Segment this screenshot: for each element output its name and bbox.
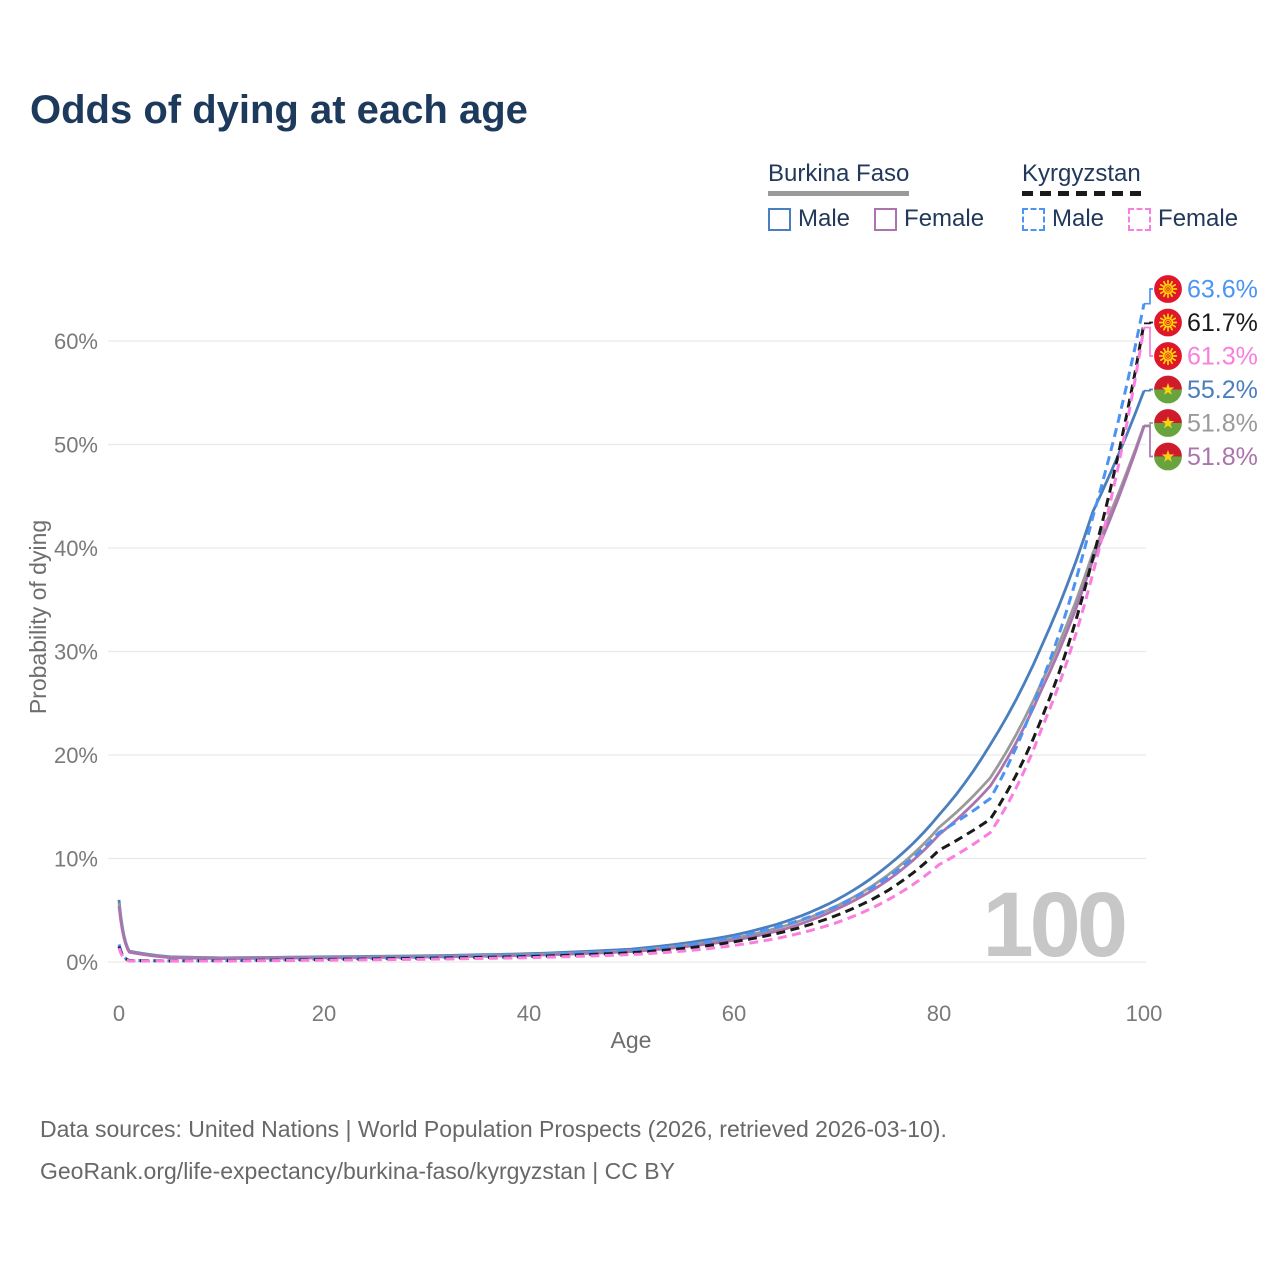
end-label-connector-4	[1144, 422, 1154, 427]
y-tick-20: 20%	[54, 743, 98, 768]
legend-swatch-bf-female[interactable]	[874, 207, 898, 231]
end-label-value-0: 63.6%	[1187, 276, 1258, 304]
end-label-connector-0	[1144, 288, 1154, 305]
legend-label-kg-female[interactable]: Female	[1158, 205, 1239, 232]
grid-layer	[108, 340, 1146, 963]
flag-icon-burkina-faso	[1152, 407, 1184, 439]
chart-title: Odds of dying at each age	[30, 88, 528, 132]
y-tick-0: 0%	[66, 950, 98, 975]
x-tick-0: 0	[113, 1001, 125, 1026]
end-label-value-5: 51.8%	[1187, 443, 1258, 471]
y-tick-50: 50%	[54, 433, 98, 458]
legend-line-sample-solid	[768, 191, 910, 196]
flag-icon-kyrgyzstan	[1152, 307, 1184, 338]
footer: Data sources: United Nations | World Pop…	[40, 1108, 947, 1192]
end-label-value-2: 61.3%	[1187, 343, 1258, 371]
series-burkina-faso-female	[117, 425, 1146, 960]
end-label-connector-5	[1144, 425, 1154, 458]
tick-layer: 0% 10% 20% 30% 40% 50% 60% 0 20 40 60 80 100	[54, 329, 1162, 1026]
end-label-value-1: 61.7%	[1187, 309, 1258, 337]
series-kyrgyzstan-female	[117, 327, 1146, 963]
legend-group-kyrgyzstan: Kyrgyzstan Male Female	[1022, 160, 1262, 233]
legend-swatch-bf-male[interactable]	[768, 207, 791, 231]
legend-swatch-kg-male[interactable]	[1022, 207, 1045, 231]
x-tick-100: 100	[1126, 1001, 1163, 1026]
end-label-connector-3	[1144, 388, 1154, 392]
y-tick-10: 10%	[54, 847, 98, 872]
end-label-layer: 63.6% 61.7% 61.3% 55.2% 51.8% 51.8%	[1144, 273, 1258, 472]
x-tick-40: 40	[517, 1001, 541, 1026]
x-tick-60: 60	[722, 1001, 746, 1026]
end-label-connector-1	[1144, 321, 1154, 325]
y-tick-30: 30%	[54, 640, 98, 665]
flag-icon-kyrgyzstan	[1152, 273, 1184, 305]
series-kyrgyzstan-male	[117, 303, 1146, 963]
x-tick-80: 80	[927, 1001, 951, 1026]
legend-country-label-kyrgyzstan: Kyrgyzstan	[1022, 160, 1141, 187]
legend-country-header[interactable]: Kyrgyzstan	[1022, 160, 1141, 196]
flag-icon-burkina-faso	[1152, 374, 1184, 405]
legend-label-kg-male[interactable]: Male	[1052, 205, 1105, 232]
legend-line-sample-dashed	[1022, 191, 1141, 196]
series-layer	[117, 303, 1146, 963]
end-label-value-3: 55.2%	[1187, 376, 1258, 404]
end-label-connector-2	[1144, 326, 1154, 357]
legend-group-burkina-faso: Burkina Faso Male Female	[768, 160, 1008, 233]
legend-country-label-burkina-faso: Burkina Faso	[768, 160, 910, 187]
y-axis-title: Probability of dying	[25, 520, 51, 714]
x-tick-20: 20	[312, 1001, 336, 1026]
legend-label-bf-female[interactable]: Female	[904, 205, 985, 232]
series-kyrgyzstan-both	[117, 323, 1146, 963]
x-axis-title: Age	[611, 1027, 652, 1053]
legend-swatch-kg-female[interactable]	[1128, 207, 1152, 231]
footer-source-url: GeoRank.org/life-expectancy/burkina-faso…	[40, 1158, 675, 1184]
y-tick-40: 40%	[54, 536, 98, 561]
flag-icon-burkina-faso	[1152, 441, 1184, 472]
legend-label-bf-male[interactable]: Male	[798, 205, 851, 232]
end-label-value-4: 51.8%	[1187, 410, 1258, 438]
y-tick-60: 60%	[54, 329, 98, 354]
age-watermark: 100	[983, 874, 1125, 976]
footer-data-sources: Data sources: United Nations | World Pop…	[40, 1116, 947, 1142]
series-burkina-faso-male	[117, 390, 1146, 960]
legend-country-header[interactable]: Burkina Faso	[768, 160, 910, 196]
flag-icon-kyrgyzstan	[1152, 340, 1184, 372]
